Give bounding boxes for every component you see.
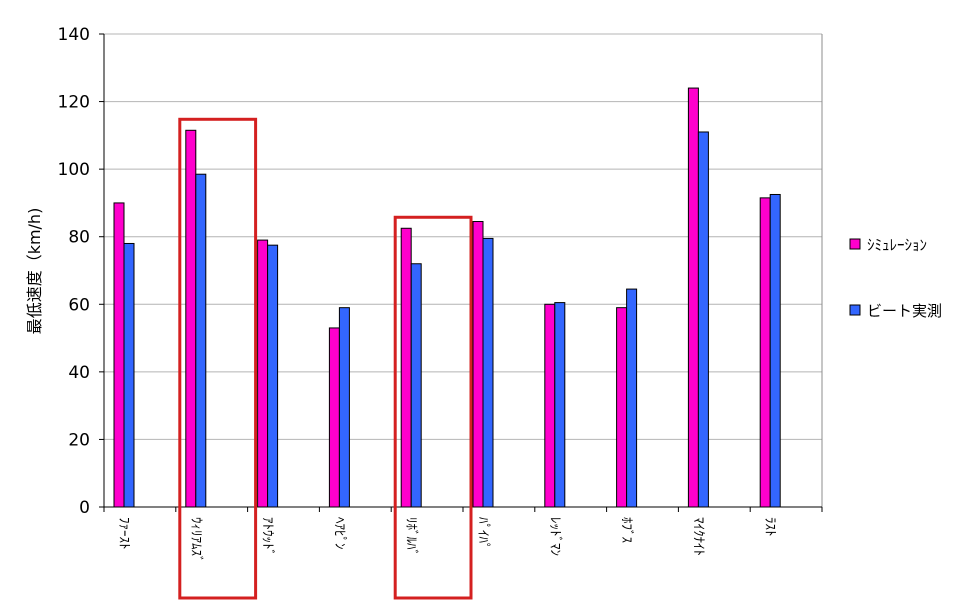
legend-label: ｼﾐｭﾚｰｼｮﾝ	[867, 236, 927, 254]
x-category-label: ﾎﾌﾞｽ	[619, 517, 634, 544]
x-category-label: ﾍｱﾋﾟﾝ	[331, 517, 346, 550]
bar-measured	[697, 131, 709, 508]
bar-measured	[267, 244, 279, 508]
highlight-box	[393, 215, 473, 600]
y-tick-label: 0	[79, 498, 90, 518]
legend-label: ビート実測	[867, 302, 942, 320]
y-tick-label: 80	[68, 228, 90, 248]
legend-swatch	[849, 304, 861, 316]
plot-area	[104, 34, 822, 507]
y-tick-label: 100	[58, 160, 90, 180]
bar-simulation	[759, 197, 771, 508]
y-tick-label: 120	[58, 93, 90, 113]
bar-measured	[123, 242, 135, 508]
y-tick-label: 40	[68, 363, 90, 383]
bar-simulation	[257, 239, 269, 508]
bar-simulation	[687, 87, 699, 508]
x-category-label: ﾘﾎﾞﾙﾊﾞ	[403, 517, 418, 556]
highlight-box	[178, 117, 258, 600]
y-axis-label: 最低速度（km/h)	[25, 208, 44, 335]
bar-measured	[195, 173, 207, 508]
bar-measured	[482, 237, 494, 508]
bar-simulation	[113, 202, 125, 508]
bar-simulation	[544, 303, 556, 508]
y-tick-label: 140	[58, 25, 90, 45]
bar-simulation	[616, 307, 628, 508]
bar-simulation	[185, 129, 197, 508]
y-tick-label: 20	[68, 430, 90, 450]
legend-swatch	[849, 238, 861, 250]
bar-measured	[410, 263, 422, 508]
bar-measured	[626, 288, 638, 508]
x-category-label: ﾌｧｰｽﾄ	[116, 517, 131, 550]
bar-measured	[554, 302, 566, 508]
bar-simulation	[472, 221, 484, 508]
x-category-label: ﾚｯﾄﾞﾏﾝ	[547, 517, 562, 556]
bar-simulation	[328, 327, 340, 508]
x-category-label: ﾊﾟｲﾊﾟ	[475, 517, 490, 550]
bar-measured	[338, 307, 350, 508]
x-category-label: ｱﾄｳｯﾄﾞ	[260, 517, 275, 556]
bar-simulation	[400, 227, 412, 508]
x-category-label: ﾏｲｸﾅｲﾄ	[690, 517, 705, 556]
x-category-label: ｳｨﾘｱﾑｽﾞ	[188, 517, 203, 563]
x-category-label: ﾗｽﾄ	[762, 517, 777, 537]
y-tick-label: 60	[68, 295, 90, 315]
bar-measured	[769, 193, 781, 508]
